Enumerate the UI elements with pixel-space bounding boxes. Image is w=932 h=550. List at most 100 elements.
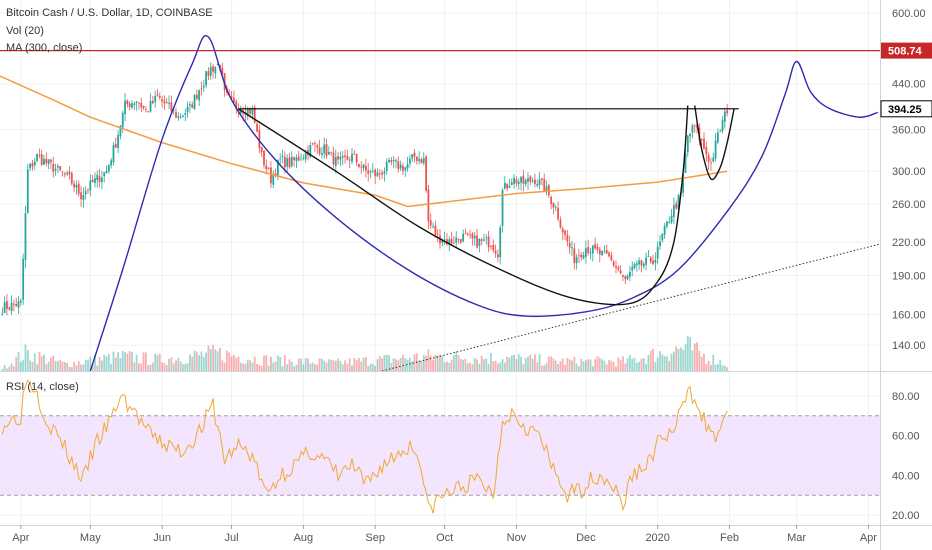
candle (128, 101, 131, 111)
volume-bar (374, 366, 377, 371)
volume-bar (443, 362, 446, 371)
volume-bar (267, 365, 270, 371)
volume-bar (283, 355, 286, 371)
dotted-trend-line[interactable] (381, 243, 881, 372)
volume-bar (279, 357, 282, 371)
candle (429, 213, 432, 230)
volume-bar (205, 352, 208, 371)
candle (207, 67, 210, 81)
volume-bar (441, 355, 444, 371)
candle (628, 265, 631, 282)
volume-bar (427, 349, 430, 371)
candle (455, 230, 458, 249)
candle (260, 146, 263, 158)
time-tick-label: Dec (576, 532, 596, 544)
candle (87, 188, 89, 195)
volume-bar (452, 355, 455, 371)
volume-bar (672, 351, 675, 371)
volume-bar (624, 363, 627, 371)
volume-bar (103, 354, 106, 371)
candle (362, 163, 365, 172)
ma-legend[interactable]: MA (300, close) (6, 42, 83, 54)
candle (402, 162, 404, 175)
volume-bar (114, 357, 117, 371)
volume-legend[interactable]: Vol (20) (6, 25, 44, 37)
candle (179, 113, 182, 119)
volume-bar (6, 368, 8, 371)
price-axis[interactable]: 140.00 160.00 190.00 220.00 260.00 300.00 360.… (892, 8, 926, 352)
price-tick-label: 360.00 (892, 125, 926, 137)
volume-bar (77, 361, 80, 371)
candle (645, 252, 648, 271)
volume-bar (531, 358, 534, 371)
volume-bar (228, 352, 231, 371)
volume-bar (696, 342, 698, 371)
volume-bar (8, 366, 11, 371)
candle (371, 163, 374, 174)
candle (663, 222, 666, 239)
candle (36, 153, 38, 163)
volume-bar (339, 360, 342, 371)
volume-bar (128, 350, 131, 371)
volume-bar (527, 356, 529, 371)
volume-bar (73, 361, 76, 371)
candle (450, 231, 453, 246)
volume-bar (469, 362, 472, 371)
candle (543, 173, 546, 191)
rsi-axis[interactable]: 20.00 40.00 60.00 80.00 (892, 391, 920, 522)
volume-bar (557, 364, 560, 371)
handle-arc[interactable] (694, 105, 735, 181)
candle (584, 240, 587, 264)
candle (38, 148, 41, 159)
time-tick-label: Aug (294, 532, 314, 544)
volume-bar (610, 360, 613, 371)
volume-bar (110, 363, 113, 371)
symbol-legend[interactable]: Bitcoin Cash / U.S. Dollar, 1D, COINBASE (6, 7, 213, 19)
price-tick-label: 140.00 (892, 340, 926, 352)
candle (1, 307, 4, 316)
candle (105, 165, 108, 174)
candle (73, 180, 76, 193)
volume-bar (378, 356, 381, 371)
price-tick-label: 440.00 (892, 79, 926, 91)
inner-cup-arc[interactable] (238, 105, 689, 306)
candle (610, 251, 613, 262)
candle (617, 265, 620, 272)
candle (323, 137, 326, 159)
candle (43, 155, 45, 165)
candle (383, 167, 386, 182)
candle (413, 149, 416, 163)
time-axis[interactable]: Apr May Jun Jul Aug Sep Oct Nov Dec 2020 Feb Mar Apr (12, 525, 877, 544)
volume-bar (689, 336, 692, 371)
volume-bar (494, 360, 497, 371)
volume-bar (659, 351, 661, 371)
large-cup-arc[interactable] (89, 35, 878, 372)
candle (703, 132, 705, 151)
candle (140, 97, 143, 113)
rsi-legend[interactable]: RSI (14, close) (6, 381, 79, 393)
volume-bar (351, 365, 353, 371)
candle (483, 233, 485, 242)
volume-bar (534, 354, 536, 371)
candle (485, 234, 488, 245)
candle (100, 170, 103, 190)
volume-bar (466, 363, 469, 371)
volume-bar (91, 363, 94, 371)
volume-bar (249, 360, 252, 371)
volume-bar (547, 356, 550, 371)
volume-bar (186, 363, 189, 371)
candle (75, 180, 78, 195)
time-tick-label: Nov (507, 532, 527, 544)
candle (311, 142, 314, 146)
volume-bar (80, 364, 82, 371)
volume-bar (645, 363, 648, 371)
volume-bar (138, 363, 140, 371)
candle (506, 182, 509, 192)
volume-bar (501, 359, 504, 371)
candle (640, 259, 643, 273)
time-tick-label: Oct (436, 532, 453, 544)
volume-bar (320, 358, 323, 371)
volume-bar (538, 354, 541, 371)
candle (594, 237, 597, 250)
candle (726, 103, 729, 117)
